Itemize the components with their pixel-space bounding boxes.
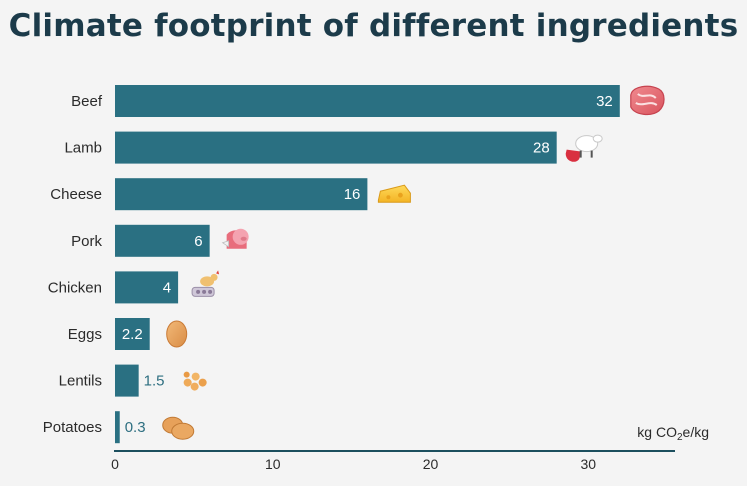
value-label: 4	[163, 279, 171, 296]
category-label: Lentils	[59, 373, 102, 390]
chicken-icon	[191, 270, 220, 297]
x-tick-label: 0	[111, 456, 119, 472]
category-label: Cheese	[50, 186, 102, 203]
lentils-icon	[183, 371, 207, 391]
bar	[115, 271, 179, 304]
x-tick-label: 10	[265, 456, 281, 472]
bar	[115, 411, 120, 444]
x-tick-label: 20	[423, 456, 439, 472]
bar	[115, 224, 210, 257]
value-label: 32	[596, 93, 613, 110]
category-label: Potatoes	[43, 419, 102, 436]
category-label: Eggs	[68, 326, 102, 343]
steak-icon	[630, 85, 665, 116]
value-label: 0.3	[125, 419, 146, 436]
cheese-icon	[377, 184, 411, 203]
category-label: Beef	[71, 93, 103, 110]
value-label: 28	[533, 140, 550, 157]
bar	[115, 85, 620, 117]
sheep-icon	[565, 134, 603, 162]
egg-icon	[166, 320, 188, 348]
value-label: 2.2	[122, 326, 143, 343]
value-label: 16	[344, 186, 361, 203]
value-label: 1.5	[144, 373, 165, 390]
bar	[115, 318, 150, 350]
pig-icon	[221, 228, 249, 249]
category-label: Chicken	[48, 279, 102, 296]
chart-title: Climate footprint of different ingredien…	[8, 8, 739, 44]
bar	[115, 364, 139, 397]
bar	[115, 178, 368, 211]
value-label: 6	[194, 233, 202, 250]
potato-icon	[162, 416, 195, 440]
x-axis-unit-label: kg CO2e/kg	[637, 424, 709, 443]
x-tick-label: 30	[580, 456, 596, 472]
bar	[115, 131, 557, 164]
category-label: Pork	[71, 233, 102, 250]
category-label: Lamb	[64, 140, 102, 157]
